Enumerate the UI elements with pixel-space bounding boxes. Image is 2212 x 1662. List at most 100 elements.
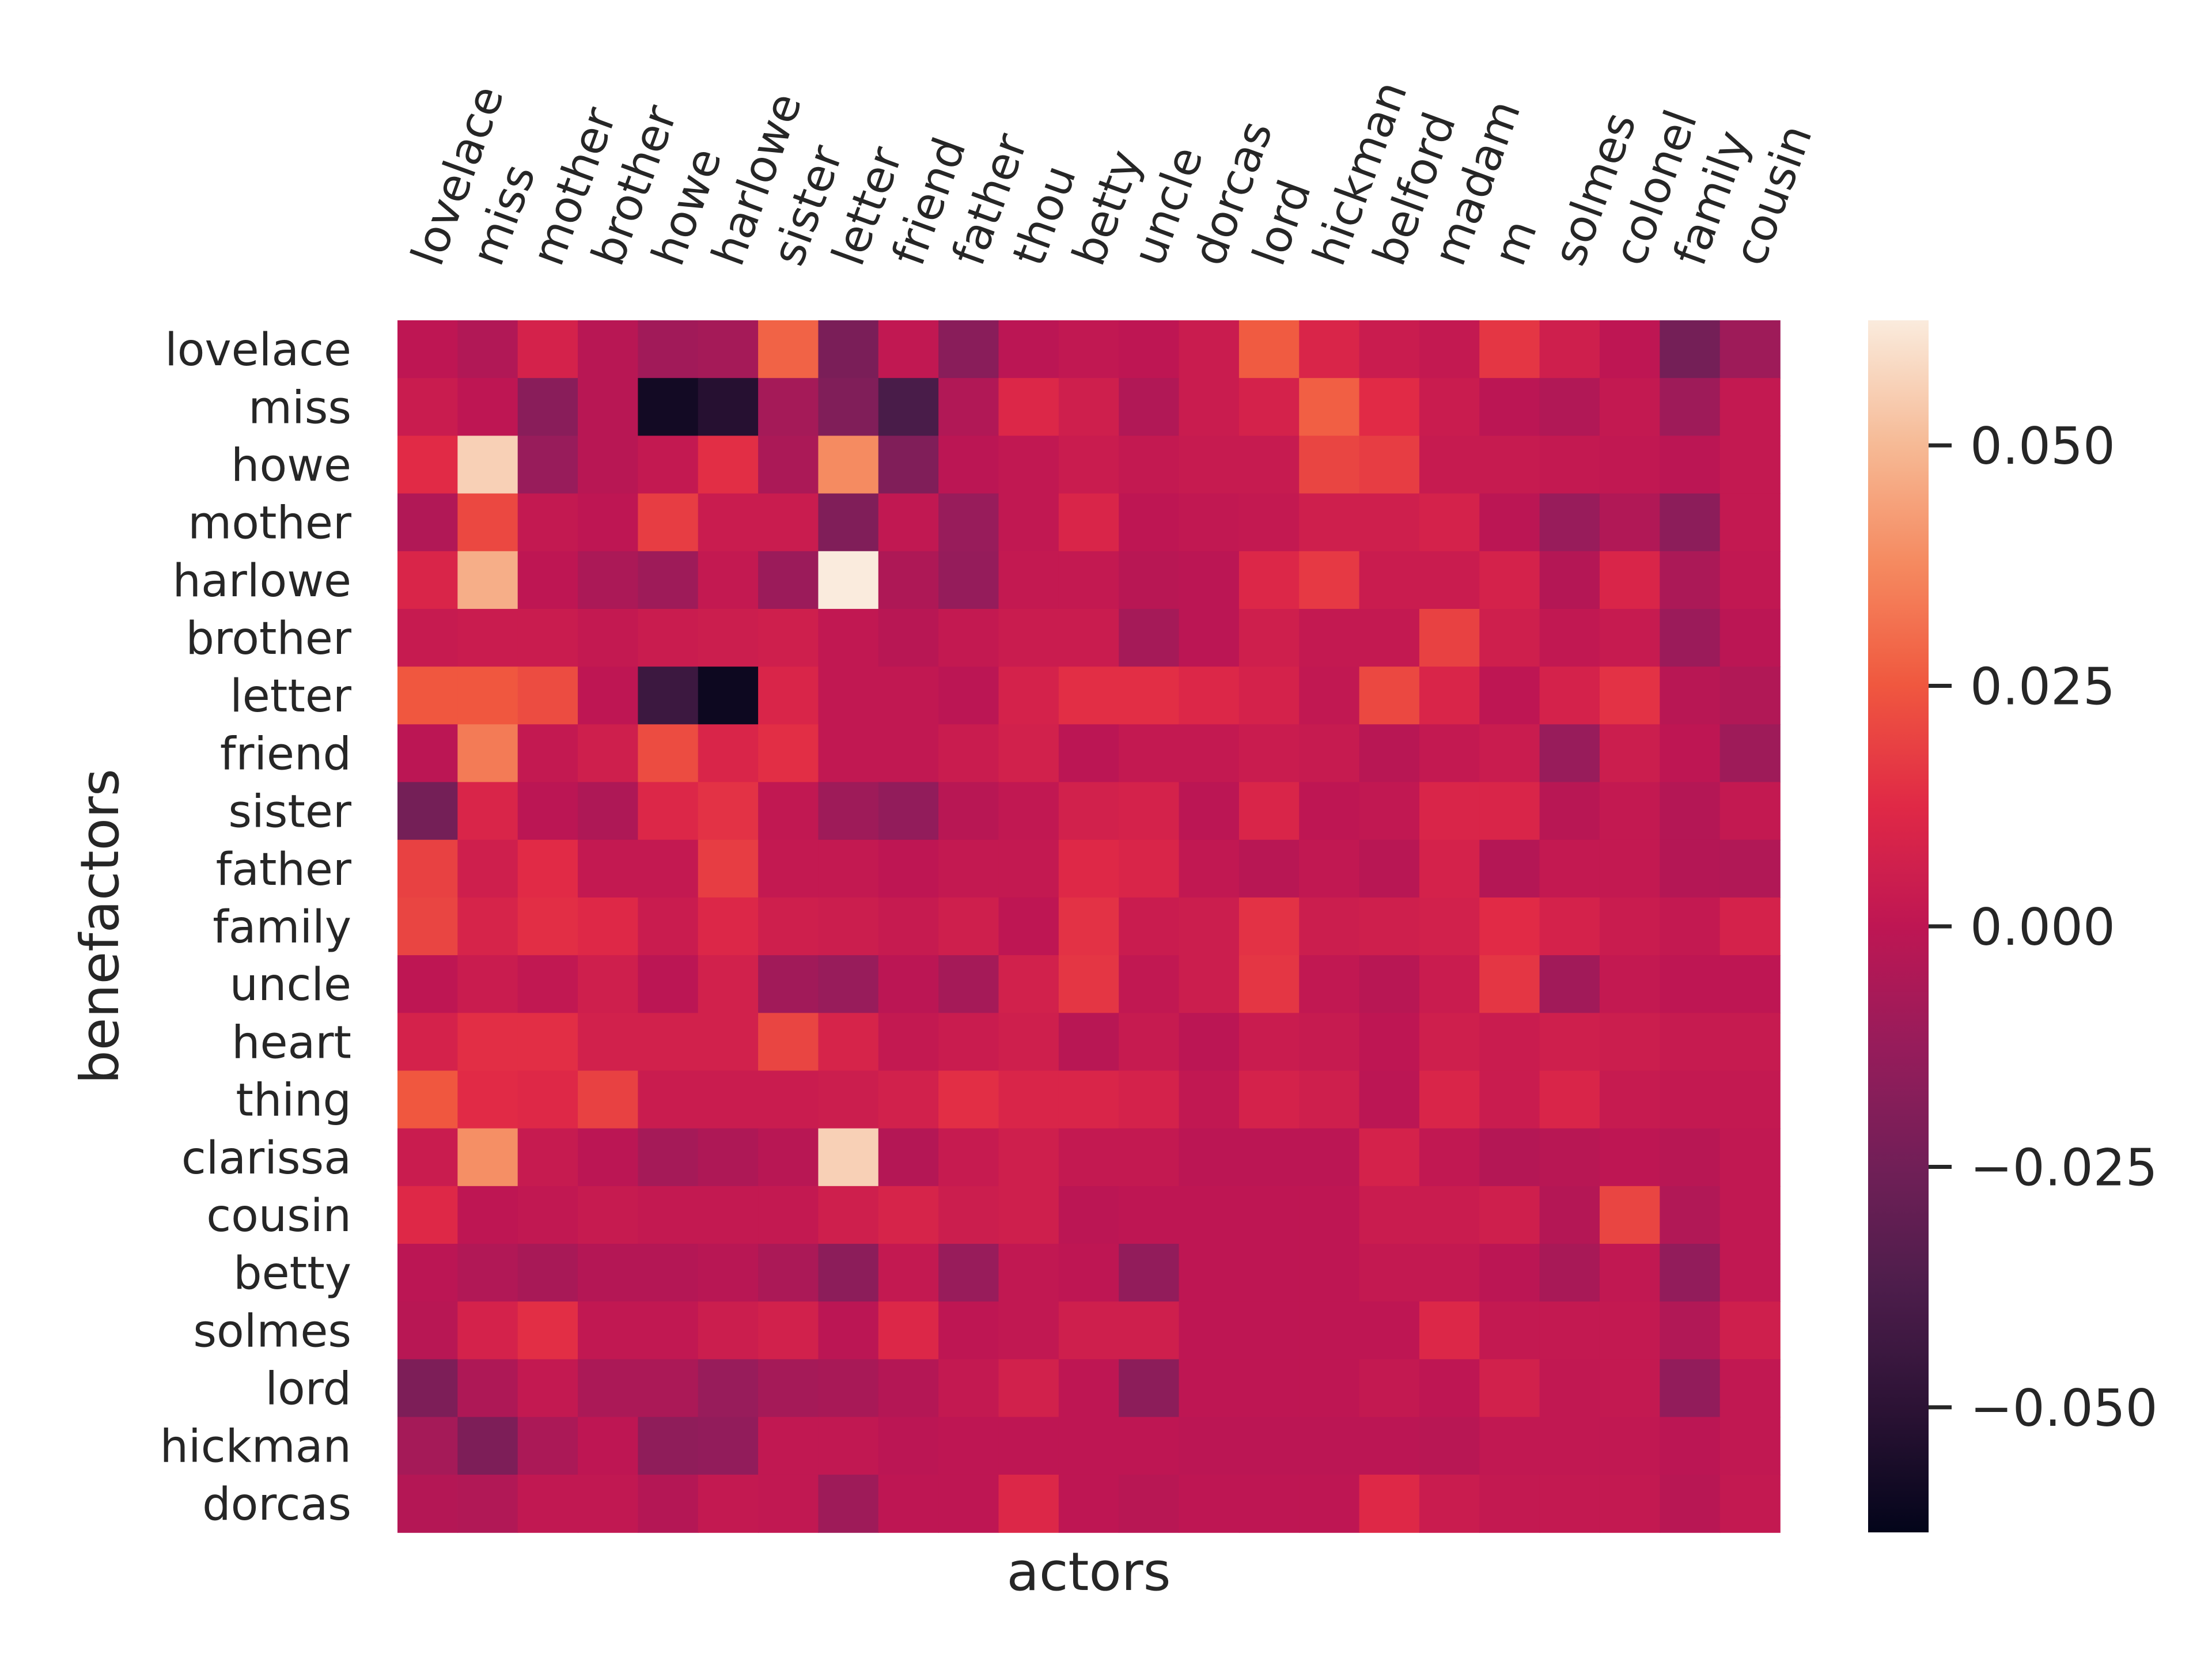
heatmap-cell-family-colonel bbox=[1599, 897, 1661, 956]
heatmap-cell-clarissa-father bbox=[938, 1128, 999, 1187]
heatmap-cell-cousin-dorcas bbox=[1179, 1186, 1240, 1244]
heatmap-cell-brother-sister bbox=[758, 608, 819, 667]
heatmap-cell-uncle-dorcas bbox=[1179, 955, 1240, 1014]
heatmap-cell-solmes-uncle bbox=[1119, 1301, 1180, 1360]
heatmap-cell-clarissa-thou bbox=[998, 1128, 1059, 1187]
heatmap-cell-thing-lovelace bbox=[397, 1070, 459, 1129]
heatmap-cell-dorcas-father bbox=[938, 1474, 999, 1533]
heatmap-cell-friend-colonel bbox=[1599, 724, 1661, 783]
heatmap-cell-sister-belford bbox=[1359, 782, 1420, 841]
heatmap-cell-solmes-letter bbox=[818, 1301, 879, 1360]
y-tick-label-uncle: uncle bbox=[230, 959, 351, 1011]
heatmap-cell-father-dorcas bbox=[1179, 839, 1240, 898]
heatmap-cell-heart-hickman bbox=[1299, 1013, 1360, 1072]
heatmap-cell-friend-mother bbox=[517, 724, 578, 783]
heatmap-cell-lovelace-colonel bbox=[1599, 320, 1661, 378]
y-tick-label-harlowe: harlowe bbox=[173, 555, 351, 607]
heatmap-cell-letter-solmes bbox=[1539, 667, 1600, 725]
y-tick-label-heart: heart bbox=[232, 1017, 351, 1069]
heatmap-cell-mother-colonel bbox=[1599, 493, 1661, 552]
heatmap-cell-sister-solmes bbox=[1539, 782, 1600, 841]
heatmap-cell-miss-belford bbox=[1359, 378, 1420, 437]
heatmap-cell-letter-harlowe bbox=[698, 667, 759, 725]
heatmap-cell-letter-belford bbox=[1359, 667, 1420, 725]
heatmap-cell-lovelace-betty bbox=[1058, 320, 1119, 378]
heatmap-cell-betty-mother bbox=[517, 1244, 578, 1303]
heatmap-cell-thing-m bbox=[1479, 1070, 1540, 1129]
heatmap-cell-mother-lovelace bbox=[397, 493, 459, 552]
heatmap-cell-father-colonel bbox=[1599, 839, 1661, 898]
heatmap-cell-betty-thou bbox=[998, 1244, 1059, 1303]
heatmap-cell-lovelace-lord bbox=[1238, 320, 1300, 378]
heatmap-cell-cousin-howe bbox=[638, 1186, 699, 1244]
heatmap-cell-thing-solmes bbox=[1539, 1070, 1600, 1129]
heatmap-cell-mother-sister bbox=[758, 493, 819, 552]
heatmap-cell-friend-miss bbox=[457, 724, 518, 783]
heatmap-cell-clarissa-miss bbox=[457, 1128, 518, 1187]
heatmap-cell-heart-lord bbox=[1238, 1013, 1300, 1072]
x-axis-title: actors bbox=[1006, 1541, 1171, 1603]
heatmap-cell-sister-m bbox=[1479, 782, 1540, 841]
heatmap-cell-friend-sister bbox=[758, 724, 819, 783]
heatmap-cell-brother-belford bbox=[1359, 608, 1420, 667]
heatmap-cell-lovelace-mother bbox=[517, 320, 578, 378]
heatmap-cell-mother-letter bbox=[818, 493, 879, 552]
heatmap-cell-uncle-harlowe bbox=[698, 955, 759, 1014]
heatmap-cell-thing-thou bbox=[998, 1070, 1059, 1129]
heatmap-cell-clarissa-lovelace bbox=[397, 1128, 459, 1187]
heatmap-cell-solmes-betty bbox=[1058, 1301, 1119, 1360]
heatmap-cell-howe-hickman bbox=[1299, 436, 1360, 494]
heatmap-cell-clarissa-m bbox=[1479, 1128, 1540, 1187]
heatmap-cell-brother-howe bbox=[638, 608, 699, 667]
heatmap-cell-friend-family bbox=[1660, 724, 1721, 783]
heatmap-cell-letter-dorcas bbox=[1179, 667, 1240, 725]
heatmap-cell-lord-miss bbox=[457, 1359, 518, 1418]
heatmap-cell-friend-m bbox=[1479, 724, 1540, 783]
heatmap-cell-harlowe-lovelace bbox=[397, 551, 459, 609]
heatmap-cell-mother-uncle bbox=[1119, 493, 1180, 552]
heatmap-cell-brother-miss bbox=[457, 608, 518, 667]
heatmap-cell-howe-letter bbox=[818, 436, 879, 494]
heatmap-cell-miss-lord bbox=[1238, 378, 1300, 437]
heatmap-cell-family-letter bbox=[818, 897, 879, 956]
heatmap-cell-dorcas-thou bbox=[998, 1474, 1059, 1533]
heatmap-cell-thing-colonel bbox=[1599, 1070, 1661, 1129]
colorbar-gradient bbox=[1868, 320, 1929, 1532]
heatmap-cell-mother-lord bbox=[1238, 493, 1300, 552]
heatmap-cell-lord-sister bbox=[758, 1359, 819, 1418]
heatmap-cell-father-thou bbox=[998, 839, 1059, 898]
y-tick-label-lovelace: lovelace bbox=[165, 324, 351, 376]
heatmap-cell-hickman-m bbox=[1479, 1417, 1540, 1475]
heatmap-cell-lord-m bbox=[1479, 1359, 1540, 1418]
heatmap-cell-thing-cousin bbox=[1719, 1070, 1781, 1129]
heatmap-cell-lord-brother bbox=[578, 1359, 639, 1418]
heatmap-cell-cousin-letter bbox=[818, 1186, 879, 1244]
heatmap-cell-friend-dorcas bbox=[1179, 724, 1240, 783]
heatmap-cell-cousin-miss bbox=[457, 1186, 518, 1244]
heatmap-cell-father-harlowe bbox=[698, 839, 759, 898]
heatmap-cell-friend-solmes bbox=[1539, 724, 1600, 783]
heatmap-cell-howe-belford bbox=[1359, 436, 1420, 494]
heatmap-cell-clarissa-belford bbox=[1359, 1128, 1420, 1187]
heatmap-cell-hickman-betty bbox=[1058, 1417, 1119, 1475]
x-tick-labels: lovelacemissmotherbrotherhoweharlowesist… bbox=[402, 74, 1822, 272]
heatmap-cell-thing-harlowe bbox=[698, 1070, 759, 1129]
heatmap-cell-harlowe-father bbox=[938, 551, 999, 609]
heatmap-cell-clarissa-letter bbox=[818, 1128, 879, 1187]
heatmap-cell-howe-father bbox=[938, 436, 999, 494]
heatmap-cell-friend-lord bbox=[1238, 724, 1300, 783]
heatmap-cell-heart-belford bbox=[1359, 1013, 1420, 1072]
colorbar: 0.050 0.025 0.000 −0.025 −0.050 bbox=[1868, 320, 2158, 1532]
heatmap-cell-solmes-madam bbox=[1419, 1301, 1480, 1360]
heatmap-cell-miss-miss bbox=[457, 378, 518, 437]
heatmap-cell-mother-dorcas bbox=[1179, 493, 1240, 552]
heatmap-cell-sister-dorcas bbox=[1179, 782, 1240, 841]
heatmap-cell-letter-friend bbox=[878, 667, 939, 725]
heatmap-cell-betty-sister bbox=[758, 1244, 819, 1303]
heatmap-cell-howe-dorcas bbox=[1179, 436, 1240, 494]
heatmap-cell-family-m bbox=[1479, 897, 1540, 956]
heatmap-cell-friend-howe bbox=[638, 724, 699, 783]
heatmap-cell-thing-family bbox=[1660, 1070, 1721, 1129]
heatmap-cell-solmes-friend bbox=[878, 1301, 939, 1360]
